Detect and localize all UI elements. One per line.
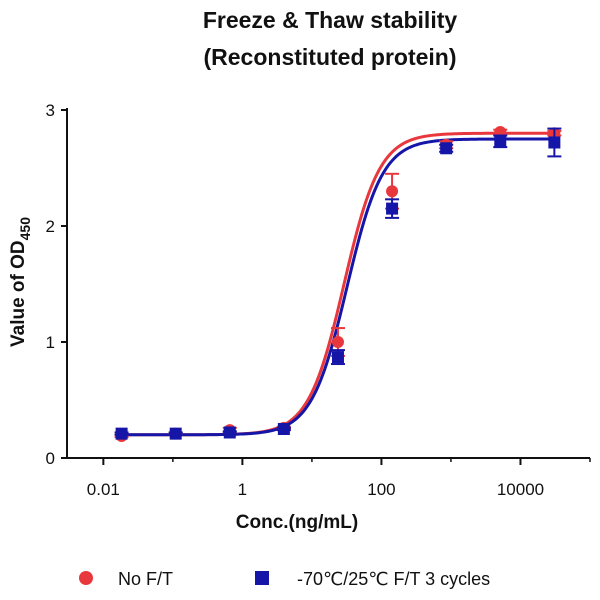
data-point-series-2 bbox=[169, 427, 182, 440]
x-tick-label: 100 bbox=[367, 480, 395, 499]
x-tick-label: 1 bbox=[238, 480, 247, 499]
y-tick-label: 3 bbox=[46, 101, 55, 120]
y-tick-label: 0 bbox=[46, 449, 55, 468]
legend-label-no-ft: No F/T bbox=[118, 569, 173, 589]
legend: No F/T -70℃/25℃ F/T 3 cycles bbox=[79, 569, 490, 589]
x-tick-label: 10000 bbox=[497, 480, 544, 499]
data-points bbox=[114, 126, 562, 442]
y-axis-label-subscript: 450 bbox=[17, 217, 33, 241]
y-tick-label: 2 bbox=[46, 217, 55, 236]
data-point-series-2 bbox=[548, 136, 561, 149]
fit-curve-series-2 bbox=[121, 137, 555, 437]
data-point-series-2 bbox=[223, 426, 236, 439]
y-tick-label: 1 bbox=[46, 333, 55, 352]
fit-curves bbox=[121, 131, 555, 437]
data-point-series-2 bbox=[115, 427, 128, 440]
data-point-series-2 bbox=[440, 142, 453, 155]
legend-label-ft-3-cycles: -70℃/25℃ F/T 3 cycles bbox=[297, 569, 490, 589]
fit-curve-series-1 bbox=[121, 131, 555, 437]
data-point-series-2 bbox=[331, 351, 344, 364]
chart-title-line-2: (Reconstituted protein) bbox=[204, 44, 457, 70]
legend-marker-no-ft bbox=[79, 571, 93, 585]
y-axis-label-main: Value of OD bbox=[8, 240, 29, 347]
y-axis-label: Value of OD450 bbox=[8, 217, 33, 347]
data-point-series-2 bbox=[494, 135, 507, 148]
x-axis-label: Conc.(ng/mL) bbox=[236, 512, 358, 533]
x-tick-label: 0.01 bbox=[87, 480, 120, 499]
data-point-series-2 bbox=[277, 423, 290, 435]
data-point-series-1 bbox=[386, 185, 399, 198]
chart-title-line-1: Freeze & Thaw stability bbox=[203, 7, 458, 33]
data-point-series-1 bbox=[331, 336, 344, 348]
legend-marker-ft-3-cycles bbox=[255, 571, 269, 585]
axes: 0 1 2 3 0.01 1 100 10000 bbox=[46, 101, 591, 499]
data-point-series-2 bbox=[386, 202, 399, 215]
